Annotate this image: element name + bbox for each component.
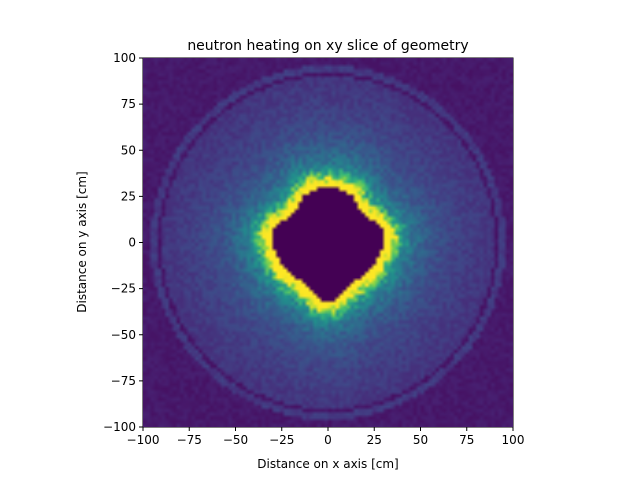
y-tick-label: −50 <box>111 328 136 342</box>
x-tick-label: −50 <box>223 433 248 447</box>
y-axis-label: Distance on y axis [cm] <box>75 171 89 312</box>
y-axis-ticks: −100 −75 −50 −25 0 25 50 75 100 <box>103 51 143 434</box>
x-tick-label: 25 <box>367 433 382 447</box>
y-tick-label: 100 <box>113 51 136 65</box>
y-tick-label: 75 <box>121 97 136 111</box>
y-tick-label: −100 <box>103 420 136 434</box>
y-tick-label: −25 <box>111 282 136 296</box>
x-tick-label: −100 <box>127 433 160 447</box>
y-tick-label: 50 <box>121 143 136 157</box>
x-axis-label: Distance on x axis [cm] <box>257 457 398 471</box>
x-tick-label: 100 <box>502 433 525 447</box>
x-tick-label: 75 <box>459 433 474 447</box>
y-tick-label: −75 <box>111 374 136 388</box>
heatmap-image <box>143 58 513 427</box>
x-tick-label: −25 <box>269 433 294 447</box>
x-tick-label: 50 <box>413 433 428 447</box>
x-axis-ticks: −100 −75 −50 −25 0 25 50 75 100 <box>127 427 525 447</box>
chart-title: neutron heating on xy slice of geometry <box>187 38 468 54</box>
y-tick-label: 25 <box>121 189 136 203</box>
x-tick-label: 0 <box>324 433 332 447</box>
x-tick-label: −75 <box>177 433 202 447</box>
y-tick-label: 0 <box>128 236 136 250</box>
